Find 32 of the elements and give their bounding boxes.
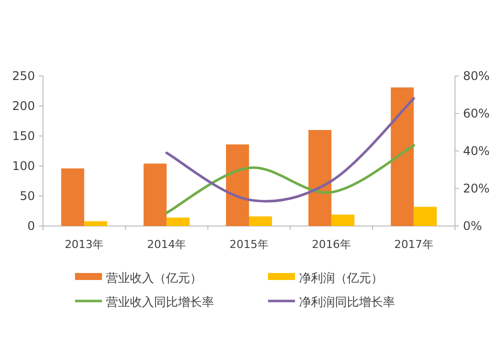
y2-tick-label: 40% xyxy=(463,144,490,158)
bar xyxy=(61,168,84,226)
legend-label: 营业收入（亿元） xyxy=(106,271,202,285)
line-series xyxy=(165,97,416,202)
line-series xyxy=(165,144,416,214)
legend-label: 净利润同比增长率 xyxy=(299,295,395,309)
x-tick-label: 2015年 xyxy=(230,238,268,251)
bar xyxy=(308,130,332,226)
x-tick-label: 2013年 xyxy=(64,238,104,251)
bar xyxy=(226,144,249,226)
y2-tick-label: 20% xyxy=(463,182,490,196)
y-tick-label: 150 xyxy=(12,129,35,143)
bar xyxy=(84,221,108,226)
bar xyxy=(414,206,437,226)
bar xyxy=(166,218,190,226)
y-tick-label: 250 xyxy=(12,69,35,83)
x-tick-label: 2017年 xyxy=(394,238,434,251)
y-tick-label: 100 xyxy=(12,159,35,173)
bar xyxy=(249,216,272,226)
y-tick-label: 200 xyxy=(12,99,35,113)
bar xyxy=(331,214,354,226)
legend-label: 营业收入同比增长率 xyxy=(106,295,214,309)
y2-tick-label: 0% xyxy=(463,219,482,233)
x-tick-label: 2014年 xyxy=(147,238,186,251)
y2-tick-label: 60% xyxy=(463,106,490,120)
legend-label: 净利润（亿元） xyxy=(299,271,383,285)
bar xyxy=(144,164,167,226)
x-tick-label: 2016年 xyxy=(312,238,351,251)
y-tick-label: 0 xyxy=(27,219,35,233)
y-tick-label: 50 xyxy=(20,189,35,203)
bar xyxy=(390,87,414,226)
y2-tick-label: 80% xyxy=(463,69,490,83)
